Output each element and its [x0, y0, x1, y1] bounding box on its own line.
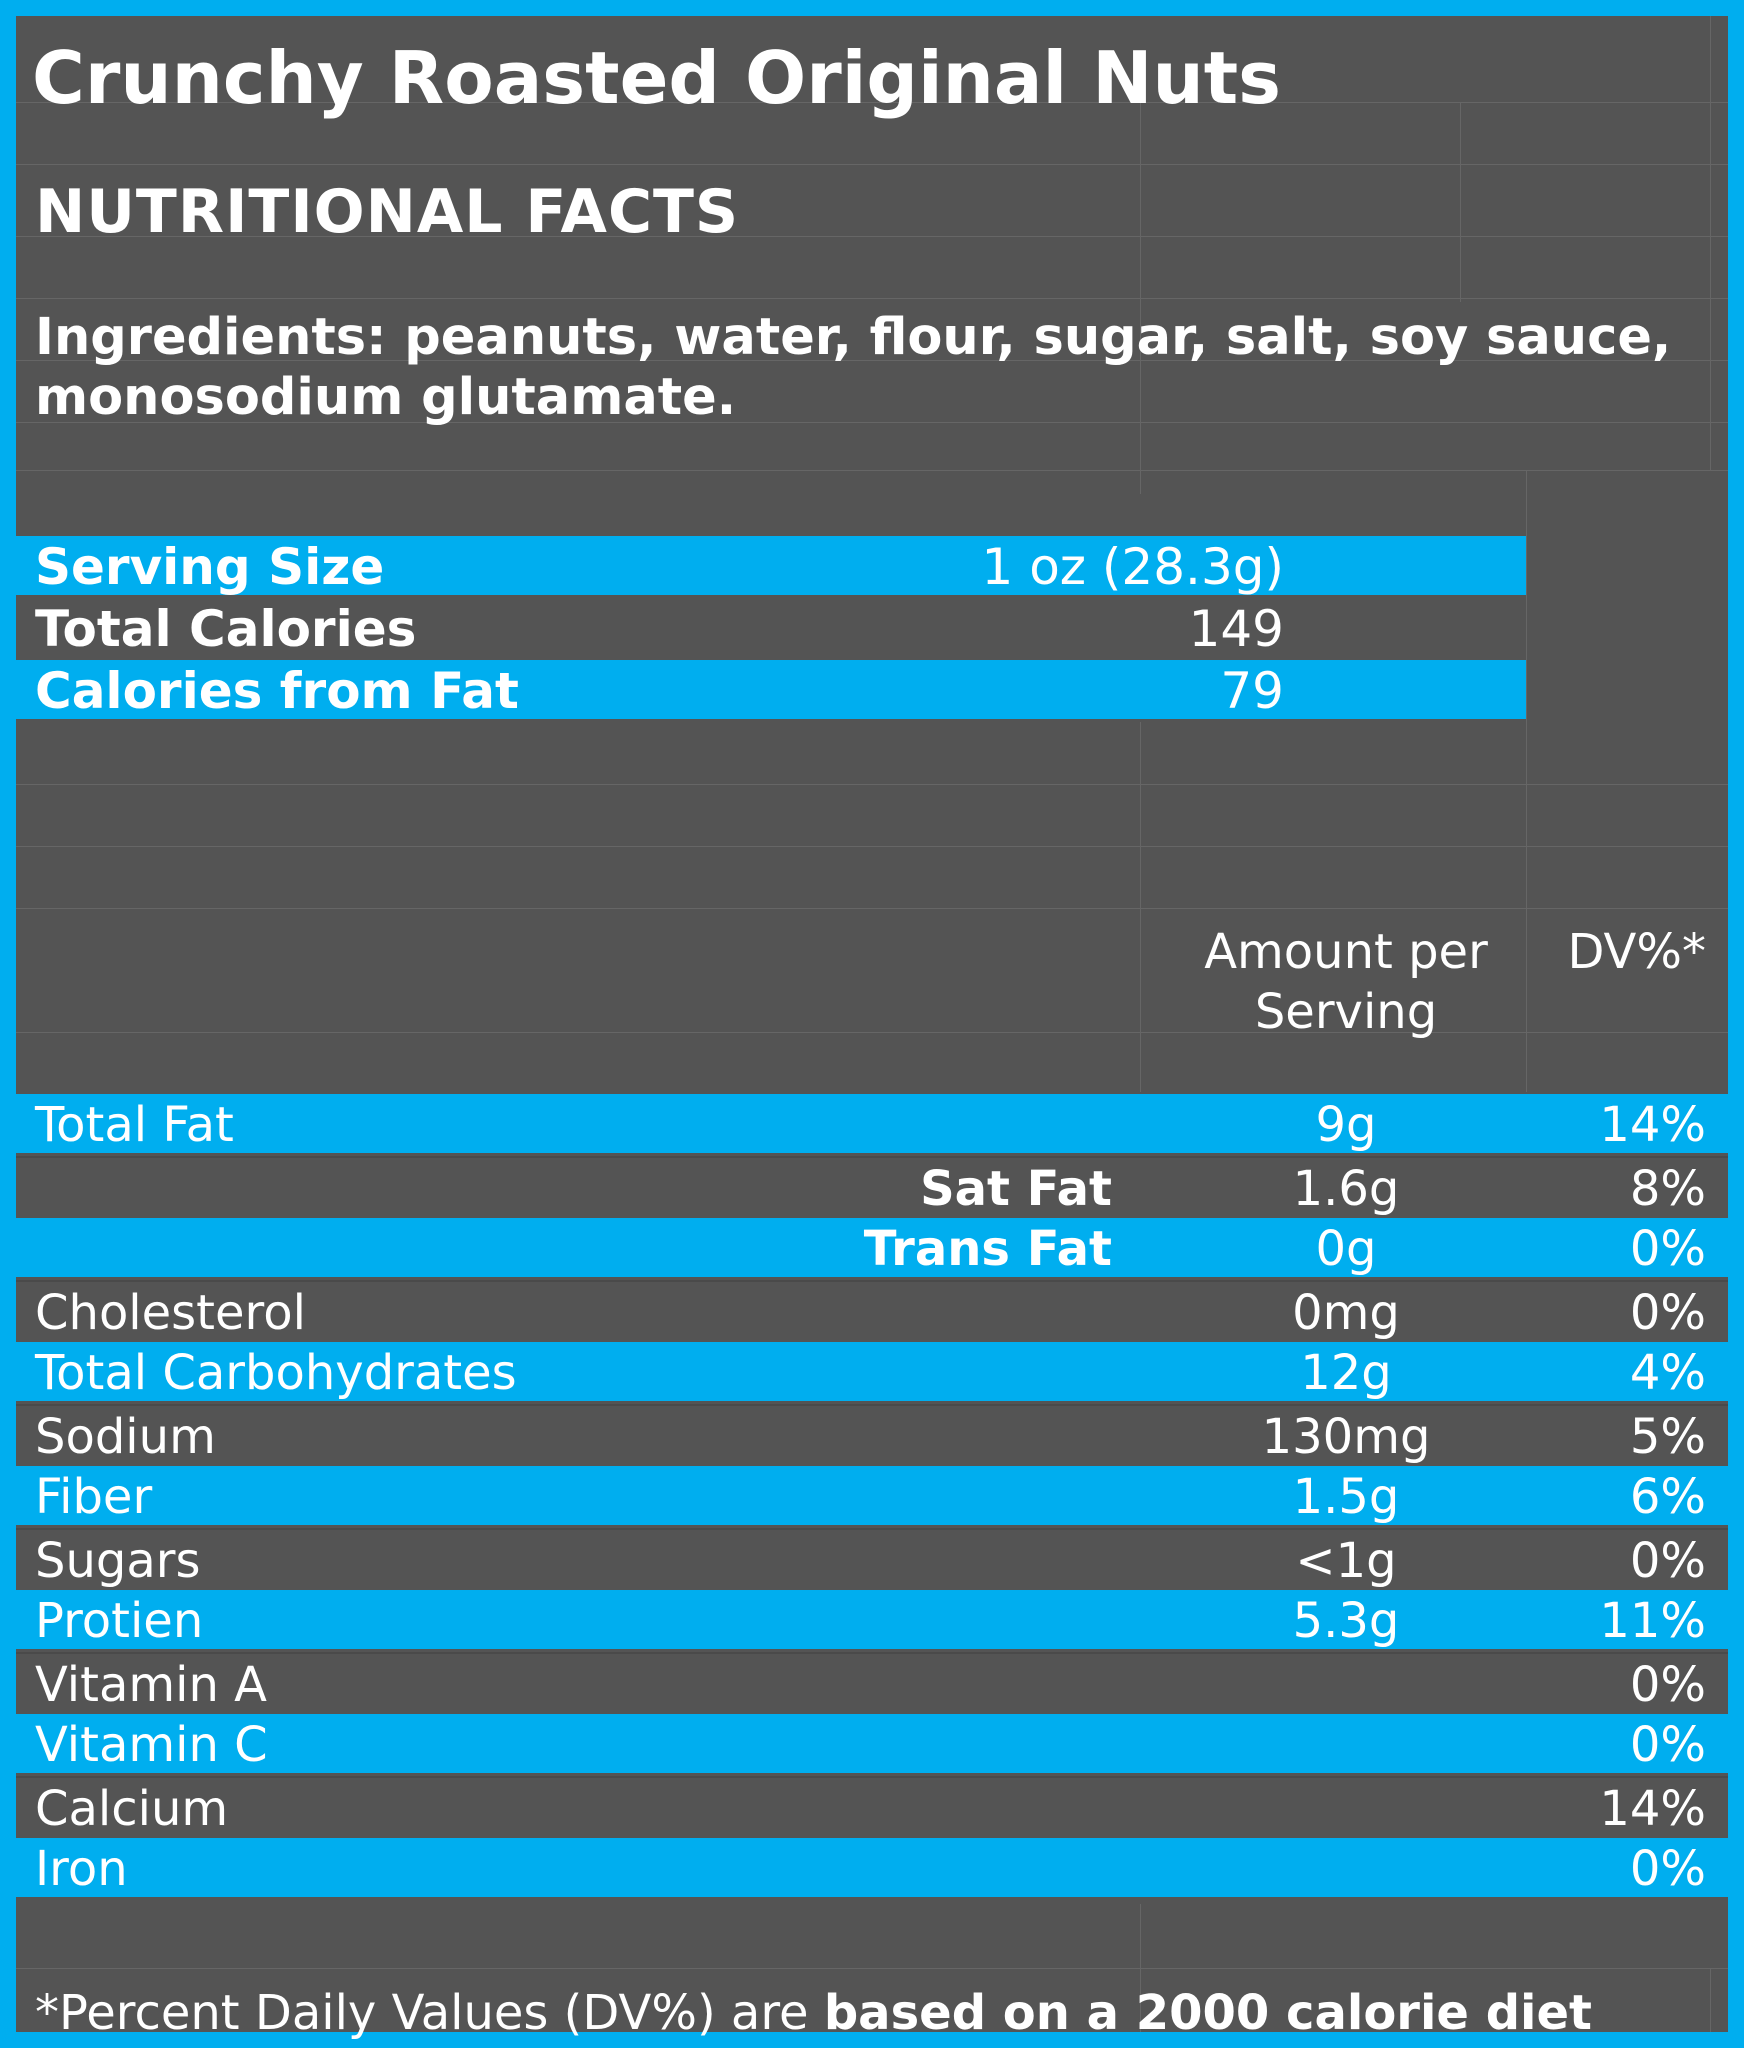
- nutrient-dv: 5%: [1629, 1409, 1706, 1465]
- nutrient-amount: 5.3g: [1292, 1593, 1400, 1649]
- nutrient-name: Sodium: [35, 1409, 216, 1465]
- nutrient-row: Fiber 1.5g 6%: [16, 1466, 1728, 1525]
- nutrient-name: Fiber: [35, 1469, 153, 1525]
- nutrient-row: Iron 0%: [16, 1838, 1728, 1897]
- grid-line: [16, 908, 1728, 909]
- grid-line: [16, 422, 1728, 423]
- nutrient-name: Vitamin A: [35, 1657, 267, 1713]
- nutrient-dv: 0%: [1629, 1221, 1706, 1277]
- nutrient-row: Cholesterol 0mg 0%: [16, 1280, 1728, 1341]
- nutrient-amount: 12g: [1300, 1345, 1392, 1401]
- grid-line: [16, 1968, 1728, 1969]
- nutrient-amount: [1166, 1778, 1526, 1837]
- nutrient-row: Total Carbohydrates 12g 4%: [16, 1342, 1728, 1401]
- nutrient-name: Trans Fat: [863, 1221, 1112, 1277]
- nutrient-row: Vitamin A 0%: [16, 1652, 1728, 1713]
- nutrient-name: Sat Fat: [920, 1161, 1112, 1217]
- grid-line: [16, 784, 1728, 785]
- nutrient-row: Vitamin C 0%: [16, 1714, 1728, 1773]
- nutrient-dv: 14%: [1599, 1097, 1706, 1153]
- nutrient-amount: 1.6g: [1292, 1161, 1400, 1217]
- footnote-bold: based on a 2000 calorie diet: [823, 1985, 1592, 2041]
- nutrient-row: Trans Fat 0g 0%: [16, 1218, 1728, 1277]
- product-title: Crunchy Roasted Original Nuts: [32, 36, 1281, 120]
- nutrient-dv: 0%: [1629, 1717, 1706, 1773]
- nutrient-dv: 8%: [1629, 1161, 1706, 1217]
- serving-size-label: Serving Size: [35, 538, 385, 596]
- nutrient-row: Sugars <1g 0%: [16, 1528, 1728, 1589]
- grid-line: [16, 360, 1728, 361]
- nutrient-name: Total Carbohydrates: [35, 1345, 517, 1401]
- nutrient-name: Total Fat: [35, 1097, 234, 1153]
- nutrient-name: Cholesterol: [35, 1285, 306, 1341]
- nutrient-amount: 130mg: [1261, 1409, 1431, 1465]
- grid-line: [1140, 102, 1141, 494]
- nutrient-dv: 0%: [1629, 1657, 1706, 1713]
- footnote-regular: *Percent Daily Values (DV%) are: [35, 1985, 824, 2041]
- grid-line: [16, 102, 1728, 103]
- nutrient-dv: 14%: [1599, 1781, 1706, 1837]
- amount-heading-line2: Serving: [1254, 984, 1438, 1040]
- nutrient-row: Protien 5.3g 11%: [16, 1590, 1728, 1649]
- grid-line: [1140, 722, 1141, 1092]
- amount-column-heading: Amount per Serving: [1166, 922, 1526, 1042]
- nutrient-dv: 0%: [1629, 1533, 1706, 1589]
- calories-from-fat-row: Calories from Fat 79: [16, 660, 1526, 720]
- total-calories-row: Total Calories 149: [16, 598, 1526, 658]
- ingredients-text: Ingredients: peanuts, water, flour, suga…: [35, 308, 1672, 427]
- nutrient-dv: 6%: [1629, 1469, 1706, 1525]
- grid-line: [1460, 102, 1461, 302]
- nutrient-amount: <1g: [1295, 1533, 1397, 1589]
- nutrient-name: Vitamin C: [35, 1717, 268, 1773]
- grid-line: [16, 470, 1728, 471]
- amount-heading-line1: Amount per: [1204, 924, 1488, 980]
- nutrient-row: Calcium 14%: [16, 1776, 1728, 1837]
- nutrient-row: Sodium 130mg 5%: [16, 1404, 1728, 1465]
- calories-from-fat-value: 79: [1220, 662, 1284, 720]
- grid-line: [16, 298, 1728, 299]
- nutrient-name: Sugars: [35, 1533, 201, 1589]
- nutrient-amount: [1166, 1714, 1526, 1773]
- nutrient-row: Sat Fat 1.6g 8%: [16, 1156, 1728, 1217]
- grid-line: [16, 164, 1728, 165]
- grid-line: [16, 846, 1728, 847]
- calories-from-fat-label: Calories from Fat: [35, 662, 519, 720]
- nutrient-name: Iron: [35, 1841, 128, 1897]
- grid-line: [1140, 1904, 1141, 2032]
- nutrient-amount: [1166, 1838, 1526, 1897]
- nutrient-amount: 0mg: [1292, 1285, 1400, 1341]
- grid-line: [1526, 470, 1527, 1092]
- grid-line: [1710, 16, 1711, 470]
- section-heading: NUTRITIONAL FACTS: [35, 177, 740, 247]
- nutrient-amount: 9g: [1315, 1097, 1377, 1153]
- nutrient-amount: 1.5g: [1292, 1469, 1400, 1525]
- nutrient-row: Total Fat 9g 14%: [16, 1094, 1728, 1153]
- footnote: *Percent Daily Values (DV%) are based on…: [35, 1982, 1592, 2044]
- total-calories-label: Total Calories: [35, 600, 417, 658]
- nutrient-amount: 0g: [1315, 1221, 1377, 1277]
- nutrient-dv: 4%: [1629, 1345, 1706, 1401]
- nutrient-amount: [1166, 1654, 1526, 1713]
- nutrient-name: Calcium: [35, 1781, 229, 1837]
- label-panel: Crunchy Roasted Original Nuts NUTRITIONA…: [16, 16, 1728, 2041]
- grid-line: [1710, 1968, 1711, 2032]
- nutrient-dv: 0%: [1629, 1285, 1706, 1341]
- grid-line: [16, 1032, 1728, 1033]
- total-calories-value: 149: [1188, 600, 1284, 658]
- nutrient-dv: 11%: [1599, 1593, 1706, 1649]
- nutrient-dv: 0%: [1629, 1841, 1706, 1897]
- grid-line: [16, 236, 1728, 237]
- serving-size-value: 1 oz (28.3g): [981, 538, 1284, 596]
- nutrient-name: Protien: [35, 1593, 204, 1649]
- serving-size-row: Serving Size 1 oz (28.3g): [16, 536, 1526, 596]
- dv-column-heading: DV%*: [1567, 924, 1706, 980]
